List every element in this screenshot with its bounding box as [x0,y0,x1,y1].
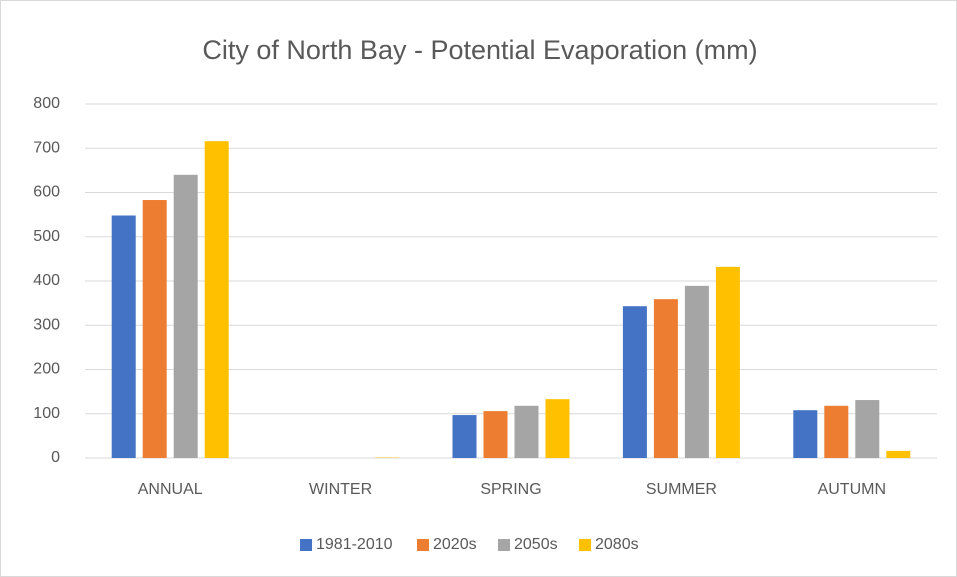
bar [886,450,911,458]
bar [855,400,880,458]
x-tick-label: SPRING [480,481,541,498]
y-tick-label: 100 [33,405,60,422]
chart-title: City of North Bay - Potential Evaporatio… [202,35,757,65]
bar [483,411,508,458]
y-tick-label: 700 [33,139,60,156]
bar [173,174,198,459]
y-tick-label: 600 [33,184,60,201]
bar [715,266,740,458]
bar [824,405,849,458]
y-tick-label: 500 [33,228,60,245]
x-tick-label: AUTUMN [818,481,886,498]
y-tick-label: 200 [33,361,60,378]
bar [204,141,229,459]
bar [452,415,477,458]
bar [545,399,570,458]
y-tick-label: 0 [51,449,60,466]
bar [684,285,709,458]
y-tick-label: 300 [33,316,60,333]
bar [653,299,678,458]
legend-label: 1981-2010 [316,536,393,553]
legend-label: 2050s [514,536,558,553]
bar [793,410,818,458]
x-tick-label: SUMMER [646,481,717,498]
bar [622,306,647,458]
bar [514,405,539,458]
legend-label: 2020s [433,536,477,553]
x-tick-label: ANNUAL [138,481,203,498]
legend-swatch [300,539,312,551]
bar [142,200,167,458]
y-tick-label: 400 [33,272,60,289]
legend-swatch [579,539,591,551]
legend-label: 2080s [595,536,639,553]
legend-swatch [498,539,510,551]
bar [111,215,136,458]
legend-swatch [417,539,429,551]
x-tick-label: WINTER [309,481,372,498]
y-tick-label: 800 [33,95,60,112]
